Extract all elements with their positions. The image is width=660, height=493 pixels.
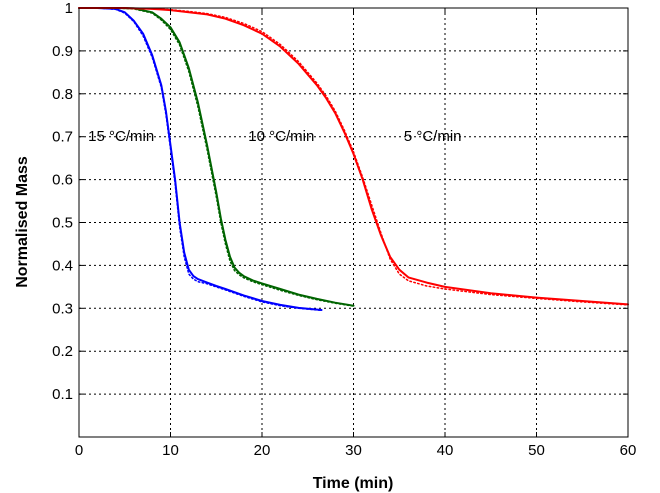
ticks (78, 7, 629, 437)
series-layer (78, 7, 629, 312)
x-tick-label: 0 (75, 442, 83, 459)
y-axis-title: Normalised Mass (14, 156, 31, 288)
annotation-label: 5 °C/min (404, 128, 462, 145)
x-tick-label: 10 (162, 442, 179, 459)
grid (79, 8, 628, 437)
annotation-label: 10 °C/min (248, 128, 314, 145)
series-line-5-dotted (78, 7, 629, 306)
x-tick-label: 60 (620, 442, 637, 459)
tick-labels: 0 10 20 30 40 50 60 0.1 0.2 0.3 0.4 0.5 0.6 0.7 0.8 0.9… (52, 0, 636, 459)
x-tick-label: 50 (528, 442, 545, 459)
x-tick-label: 30 (345, 442, 362, 459)
y-tick-label: 0.9 (52, 43, 73, 60)
y-tick-label: 0.8 (52, 86, 73, 103)
annotation-label: 15 °C/min (88, 128, 154, 145)
series-line-2-solid (78, 7, 355, 307)
x-tick-label: 40 (437, 442, 454, 459)
series-line-1-dotted (78, 7, 323, 312)
y-tick-label: 0.4 (52, 257, 73, 274)
y-tick-label: 0.7 (52, 129, 73, 146)
series-line-4-solid (78, 7, 629, 306)
y-tick-label: 0.5 (52, 215, 73, 232)
y-tick-label: 1 (65, 0, 73, 17)
x-tick-label: 20 (254, 442, 271, 459)
annotations: 15 °C/min 10 °C/min 5 °C/min (88, 128, 461, 145)
y-tick-label: 0.3 (52, 300, 73, 317)
y-tick-label: 0.6 (52, 172, 73, 189)
y-tick-label: 0.2 (52, 343, 73, 360)
y-tick-label: 0.1 (52, 386, 73, 403)
series-line-3-dotted (78, 7, 355, 307)
x-axis-title: Time (min) (313, 475, 394, 492)
